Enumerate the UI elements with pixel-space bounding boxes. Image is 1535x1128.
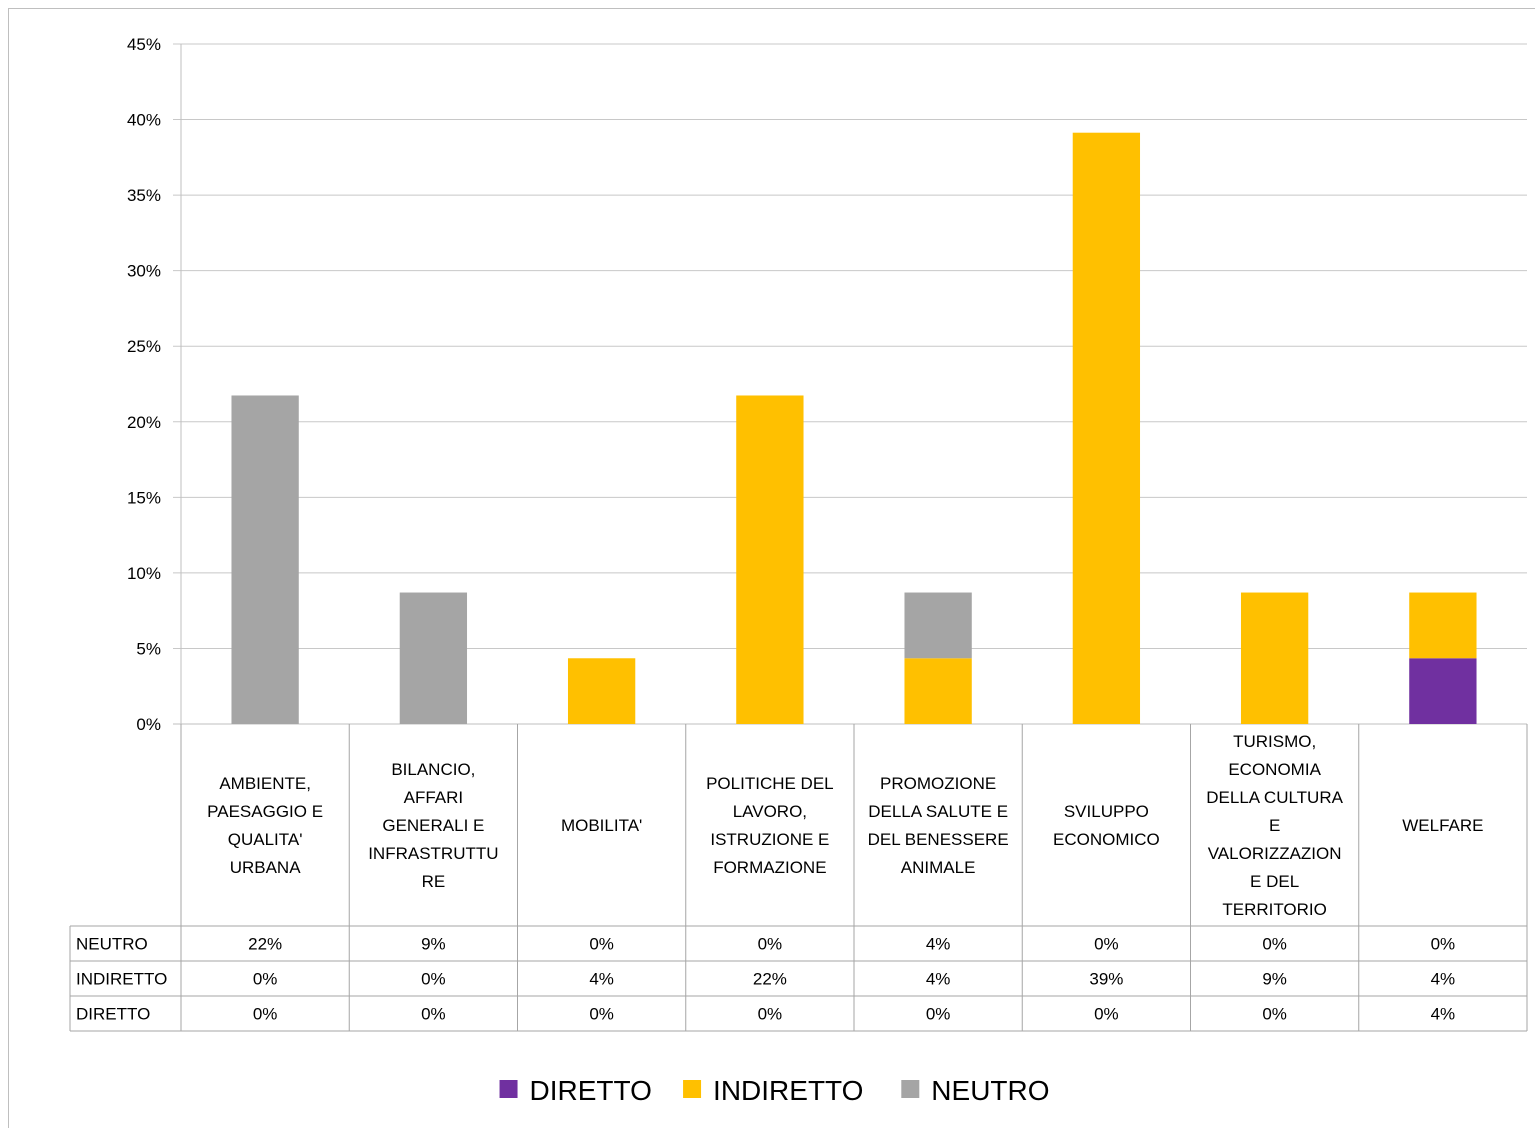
table-row-label: DIRETTO — [76, 1005, 150, 1024]
category-label: AMBIENTE, PAESAGGIO E QUALITA' URBANA — [207, 774, 323, 877]
table-cell-value: 0% — [421, 1005, 446, 1024]
y-tick-label: 20% — [127, 413, 161, 432]
bar-indiretto — [1072, 132, 1141, 725]
y-axis-ticks: 0% 5% 10% 15% 20% 25% 30% 35% 40% 45% — [127, 35, 161, 734]
chart-frame — [8, 8, 1535, 1128]
category-label: MOBILITA' — [561, 816, 642, 835]
bar-layer — [231, 132, 1477, 725]
table-cell-value: 22% — [753, 970, 787, 989]
table-cell-value: 22% — [248, 935, 282, 954]
table-cell-value: 0% — [1431, 935, 1456, 954]
y-tick-label: 40% — [127, 111, 161, 130]
y-tick-label: 30% — [127, 262, 161, 281]
table-cell-value: 0% — [421, 970, 446, 989]
table-cell-value: 0% — [926, 1005, 951, 1024]
table-cell-value: 4% — [589, 970, 614, 989]
category-label: BILANCIO, AFFARI GENERALI E INFRASTRUTTU RE — [368, 760, 498, 891]
category-label: POLITICHE DEL LAVORO, ISTRUZIONE E FORMAZIO… — [706, 774, 834, 877]
y-tick-label: 45% — [127, 35, 161, 54]
category-label: WELFARE — [1402, 816, 1483, 835]
y-tick-label: 15% — [127, 488, 161, 507]
bar-neutro — [399, 592, 468, 724]
category-label: SVILUPPO ECONOMICO — [1053, 802, 1160, 849]
table-cell-value: 0% — [589, 935, 614, 954]
y-tick-label: 10% — [127, 564, 161, 583]
y-tick-label: 25% — [127, 337, 161, 356]
table-cell-value: 0% — [1094, 1005, 1119, 1024]
y-tick-label: 5% — [136, 639, 161, 658]
legend: DIRETTO INDIRETTO NEUTRO — [499, 1075, 1050, 1106]
bar-diretto — [1409, 658, 1477, 724]
table-cell-value: 0% — [758, 935, 783, 954]
y-tick-label: 35% — [127, 186, 161, 205]
bar-indiretto — [1240, 592, 1309, 724]
bar-indiretto — [904, 658, 972, 724]
table-cell-value: 4% — [1431, 1005, 1456, 1024]
table-cell-value: 4% — [926, 970, 951, 989]
grid-layer — [173, 43, 1527, 725]
table-cell-value: 9% — [421, 935, 446, 954]
table-cell-value: 4% — [1431, 970, 1456, 989]
table-cell-value: 0% — [1262, 1005, 1287, 1024]
table-cell-value: 39% — [1089, 970, 1123, 989]
y-tick-label: 0% — [136, 715, 161, 734]
table-row-label: INDIRETTO — [76, 970, 167, 989]
legend-label-neutro: NEUTRO — [931, 1075, 1049, 1106]
table-cell-value: 0% — [758, 1005, 783, 1024]
legend-label-indiretto: INDIRETTO — [713, 1075, 863, 1106]
bar-neutro — [231, 395, 299, 724]
table-cell-value: 9% — [1262, 970, 1287, 989]
category-label: PROMOZIONE DELLA SALUTE E DEL BENESSERE ANI… — [868, 774, 1009, 877]
bar-neutro — [904, 592, 972, 659]
table-cell-value: 0% — [1094, 935, 1119, 954]
data-table: AMBIENTE, PAESAGGIO E QUALITA' URBANA BILANC… — [69, 724, 1528, 1032]
bar-indiretto — [1409, 592, 1477, 659]
table-cell-value: 0% — [589, 1005, 614, 1024]
table-cell-value: 0% — [253, 970, 278, 989]
legend-swatch-neutro — [901, 1080, 920, 1098]
table-cell-value: 0% — [253, 1005, 278, 1024]
table-cell-value: 0% — [1262, 935, 1287, 954]
legend-label-diretto: DIRETTO — [530, 1075, 652, 1106]
legend-swatch-diretto — [499, 1080, 518, 1098]
bar-indiretto — [736, 395, 804, 724]
table-cell-value: 4% — [926, 935, 951, 954]
bar-indiretto — [567, 658, 636, 724]
category-label: TURISMO, ECONOMIA DELLA CULTURA E VALORIZZAZ… — [1206, 732, 1343, 919]
table-row-label: NEUTRO — [76, 935, 148, 954]
legend-swatch-indiretto — [683, 1080, 702, 1098]
